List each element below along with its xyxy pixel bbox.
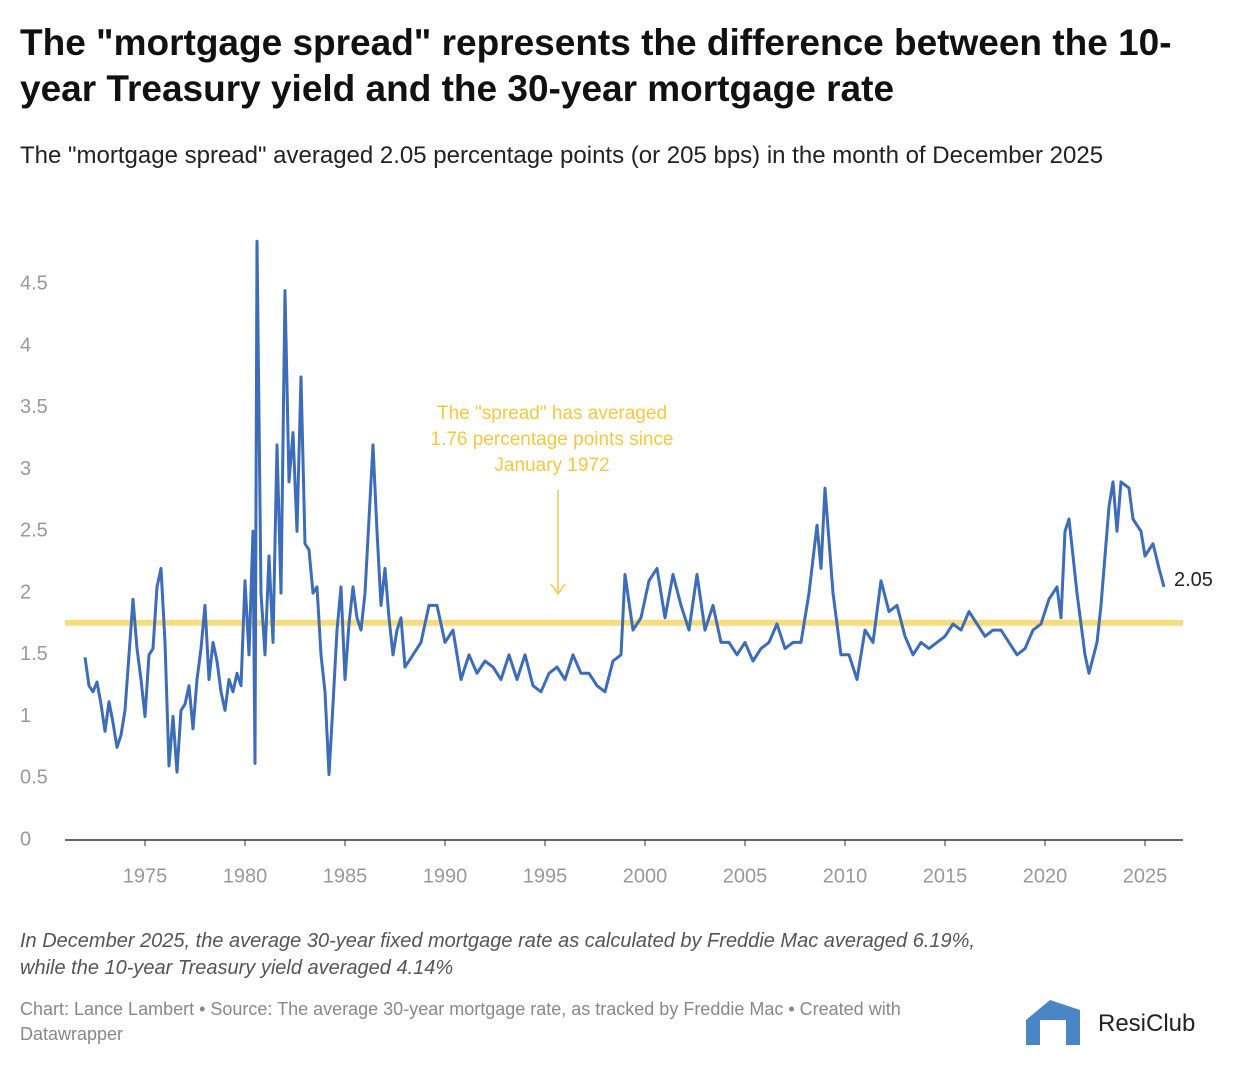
y-tick-label: 4.5 (20, 273, 48, 295)
y-tick-label: 3.5 (20, 396, 48, 418)
x-tick-label: 2020 (1023, 865, 1068, 887)
y-tick-label: 1.5 (20, 643, 48, 665)
series-line (83, 239, 1166, 777)
chart-note: In December 2025, the average 30-year fi… (20, 930, 975, 979)
chart-credits: Chart: Lance Lambert • Source: The avera… (20, 999, 901, 1044)
y-tick-label: 0 (20, 828, 31, 850)
x-tick-label: 2015 (923, 865, 968, 887)
y-tick-label: 2.5 (20, 520, 48, 542)
chart-title: The "mortgage spread" represents the dif… (20, 22, 1172, 109)
x-tick-label: 2025 (1123, 865, 1168, 887)
x-tick-label: 2000 (623, 865, 668, 887)
x-tick-label: 1980 (223, 865, 268, 887)
x-tick-label: 1975 (123, 865, 168, 887)
x-tick-label: 2010 (823, 865, 868, 887)
y-tick-label: 3 (20, 458, 31, 480)
y-tick-label: 0.5 (20, 767, 48, 789)
x-tick-label: 1990 (423, 865, 468, 887)
y-tick-label: 2 (20, 581, 31, 603)
logo-text: ResiClub (1098, 1010, 1196, 1037)
annotation: The "spread" has averaged (437, 403, 667, 424)
x-tick-label: 1995 (523, 865, 568, 887)
x-tick-label: 1985 (323, 865, 368, 887)
y-tick-label: 1 (20, 705, 31, 727)
chart-subtitle: The "mortgage spread" averaged 2.05 perc… (20, 142, 1104, 169)
annotation: January 1972 (494, 455, 609, 476)
x-tick-label: 2005 (723, 865, 768, 887)
y-tick-label: 4 (20, 334, 31, 356)
logo-mark (1026, 1000, 1080, 1045)
end-label: 2.05 (1174, 569, 1213, 591)
annotation-arrowhead (550, 583, 566, 596)
annotation: 1.76 percentage points since (431, 429, 674, 450)
